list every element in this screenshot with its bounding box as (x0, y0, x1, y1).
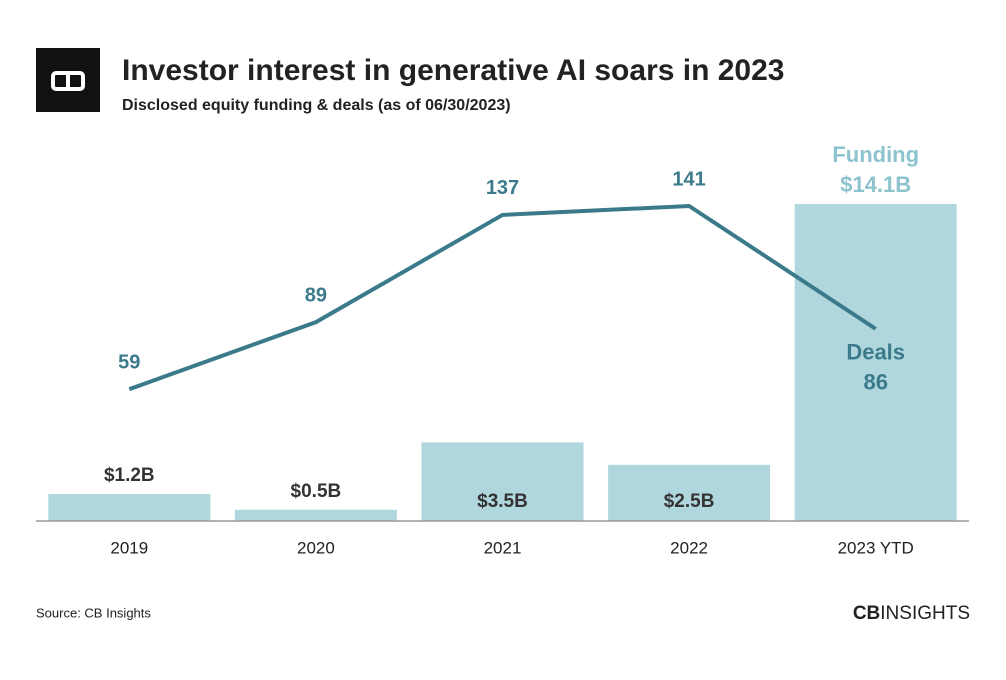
x-tick-label: 2020 (297, 538, 335, 557)
value-label: 89 (305, 284, 327, 306)
value-label: $1.2B (104, 465, 155, 486)
x-tick-label: 2023 YTD (838, 538, 914, 557)
value-label: 86 (863, 370, 887, 395)
line (128, 203, 877, 392)
x-tick-label: 2019 (110, 538, 148, 557)
series-label: Deals (846, 340, 905, 365)
bar (421, 442, 584, 521)
chart-subtitle: Disclosed equity funding & deals (as of … (122, 97, 511, 114)
x-tick-label: 2022 (670, 538, 708, 557)
value-label: 59 (118, 351, 140, 373)
brand-rest: INSIGHTS (880, 603, 970, 624)
chart-title: Investor interest in generative AI soars… (122, 54, 785, 87)
bar (234, 509, 397, 521)
brand-logo: CBINSIGHTS (853, 603, 970, 624)
brand-bold: CB (853, 603, 880, 624)
value-label: 141 (672, 168, 705, 190)
bar (608, 464, 771, 521)
source: Source: CB Insights (36, 605, 151, 620)
bar (48, 494, 211, 521)
value-label: $3.5B (477, 491, 528, 512)
value-label: $14.1B (840, 172, 911, 197)
value-label: 137 (486, 177, 519, 199)
bar (794, 204, 957, 521)
value-label: $2.5B (664, 491, 715, 512)
x-tick-label: 2021 (484, 538, 522, 557)
value-label: $0.5B (291, 481, 342, 502)
series-label: Funding (832, 142, 919, 167)
